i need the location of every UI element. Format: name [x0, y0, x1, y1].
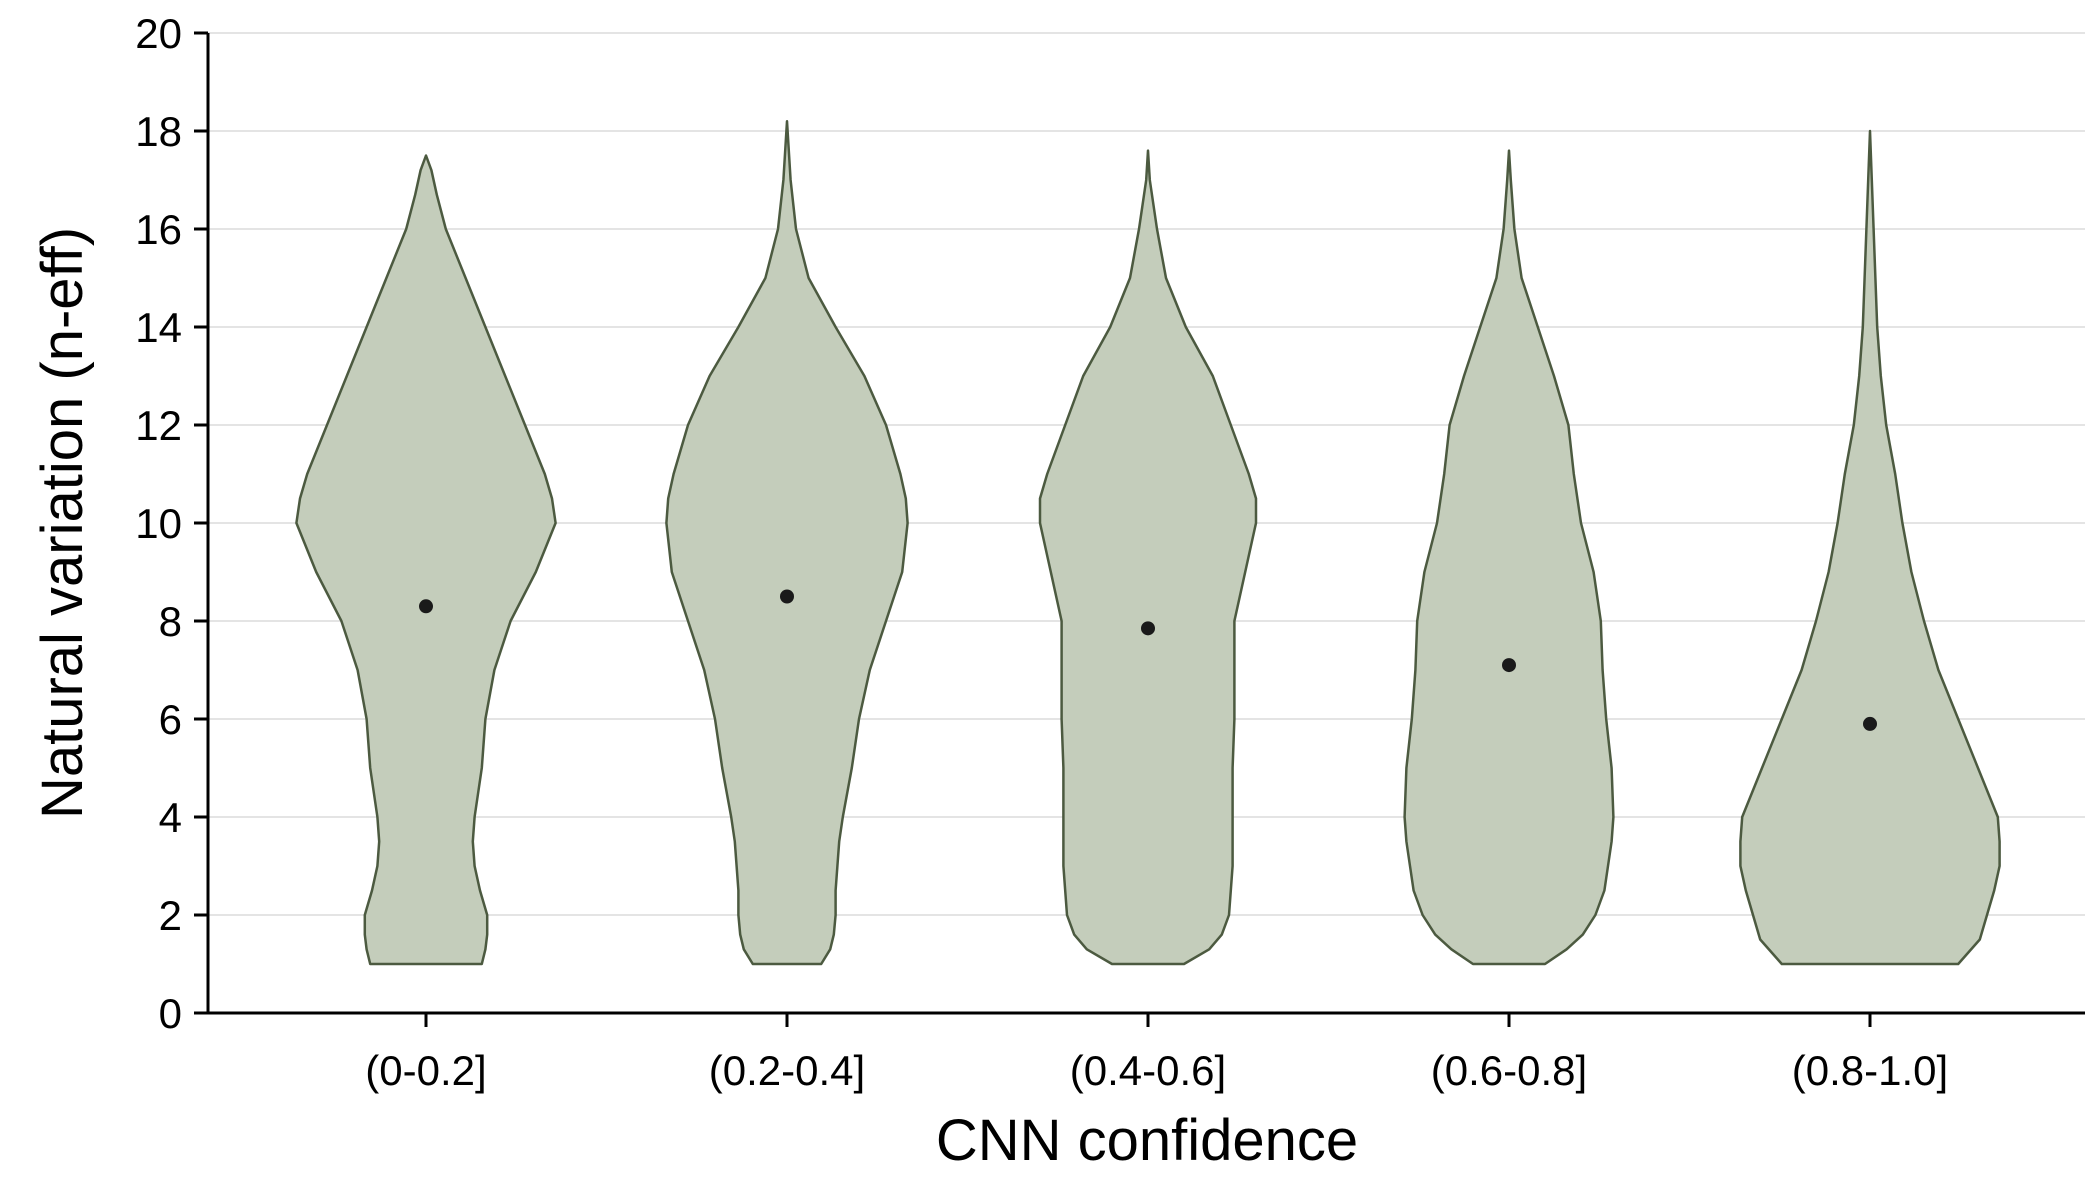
violins: [295, 119, 2001, 966]
median-point: [780, 589, 794, 604]
y-tick-label: 8: [159, 598, 182, 645]
median-markers: [419, 589, 1877, 731]
x-tick-label: (0.6-0.8]: [1431, 1047, 1587, 1094]
y-tick-label: 6: [159, 696, 182, 743]
x-tick-label: (0.8-1.0]: [1792, 1047, 1948, 1094]
y-tick-label: 16: [135, 206, 182, 253]
violin-3: [1038, 149, 1258, 966]
y-tick-label: 14: [135, 304, 182, 351]
y-tick-label: 18: [135, 108, 182, 155]
y-tick-label: 12: [135, 402, 182, 449]
y-axis-title: Natural variation (n-eff): [30, 227, 95, 819]
median-point: [1863, 716, 1877, 731]
violin-5: [1739, 129, 2001, 966]
median-point: [419, 599, 433, 614]
x-tick-label: (0-0.2]: [365, 1047, 486, 1094]
x-axis-title: CNN confidence: [936, 1108, 1358, 1173]
median-point: [1141, 621, 1155, 636]
x-tick-label: (0.4-0.6]: [1070, 1047, 1226, 1094]
y-tick-label: 2: [159, 892, 182, 939]
y-axis-ticks: 0 2 4 6 8 10 12 14 16 18 20: [135, 10, 208, 1037]
violin-2: [665, 119, 909, 966]
median-point: [1502, 658, 1516, 673]
y-tick-label: 10: [135, 500, 182, 547]
y-tick-label: 0: [159, 990, 182, 1037]
y-tick-label: 20: [135, 10, 182, 57]
y-tick-label: 4: [159, 794, 182, 841]
x-axis-ticks: (0-0.2] (0.2-0.4] (0.4-0.6] (0.6-0.8] (0.8-1…: [365, 1013, 1948, 1094]
violin-1: [295, 154, 557, 966]
x-tick-label: (0.2-0.4]: [709, 1047, 865, 1094]
violin-4: [1403, 149, 1615, 966]
